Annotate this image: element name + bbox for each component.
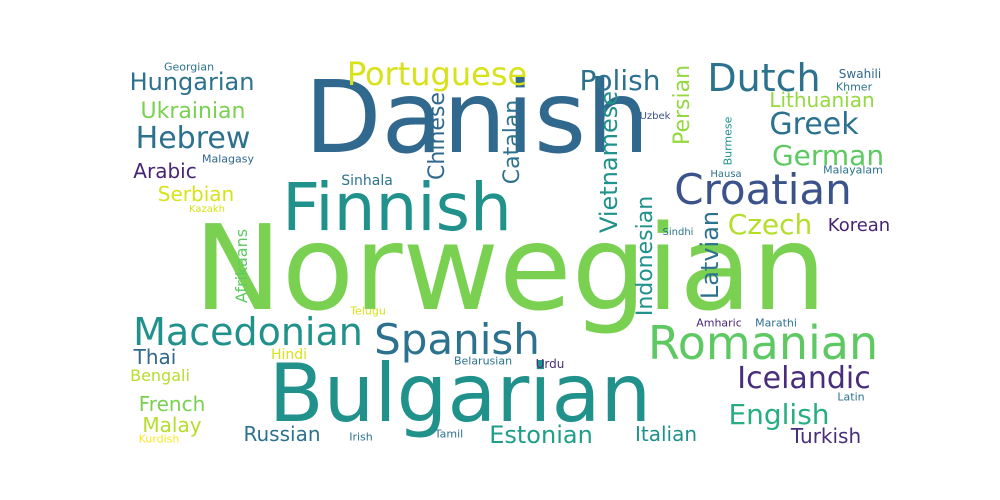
word-urdu: Urdu xyxy=(535,357,565,371)
word-korean: Korean xyxy=(827,215,891,236)
word-sindhi: Sindhi xyxy=(662,227,694,238)
word-persian: Persian xyxy=(670,64,695,146)
word-latvian: Latvian xyxy=(696,210,724,300)
word-macedonian: Macedonian xyxy=(133,310,363,354)
word-latin: Latin xyxy=(837,390,865,404)
word-swahili: Swahili xyxy=(838,67,882,81)
word-telugu: Telugu xyxy=(350,304,386,318)
word-hindi: Hindi xyxy=(270,347,308,363)
word-arabic: Arabic xyxy=(133,159,197,183)
word-georgian: Georgian xyxy=(163,60,215,74)
word-bengali: Bengali xyxy=(130,366,190,385)
word-malayalam: Malayalam xyxy=(823,163,883,177)
word-afrikaans: Afrikaans xyxy=(232,228,251,304)
word-marathi: Marathi xyxy=(755,316,797,330)
word-indonesian: Indonesian xyxy=(633,195,658,317)
word-dutch: Dutch xyxy=(707,56,821,100)
word-burmese: Burmese xyxy=(721,116,735,166)
word-kazakh: Kazakh xyxy=(188,204,226,215)
word-belarusian: Belarusian xyxy=(453,354,513,368)
word-romanian: Romanian xyxy=(647,316,879,370)
word-spanish: Spanish xyxy=(374,315,540,364)
word-kurdish: Kurdish xyxy=(138,432,180,446)
word-estonian: Estonian xyxy=(489,421,593,449)
word-vietnamese: Vietnamese xyxy=(595,90,623,234)
word-italian: Italian xyxy=(634,422,698,446)
word-danish: Danish xyxy=(304,59,650,176)
word-polish: Polish xyxy=(579,64,661,97)
word-turkish: Turkish xyxy=(790,424,862,448)
word-thai: Thai xyxy=(133,345,177,369)
word-khmer: Khmer xyxy=(835,80,873,94)
word-german: German xyxy=(771,139,885,172)
word-finnish: Finnish xyxy=(282,169,512,246)
word-norwegian: Norwegian xyxy=(193,199,827,337)
word-english: English xyxy=(728,398,830,431)
word-croatian: Croatian xyxy=(674,165,852,214)
word-ukrainian: Ukrainian xyxy=(140,99,246,124)
word-bulgarian: Bulgarian xyxy=(268,347,652,440)
word-chinese: Chinese xyxy=(425,92,450,180)
word-sinhala: Sinhala xyxy=(341,173,393,189)
word-hausa: Hausa xyxy=(710,169,742,180)
word-malagasy: Malagasy xyxy=(202,152,254,166)
word-hungarian: Hungarian xyxy=(129,68,255,96)
word-icelandic: Icelandic xyxy=(737,361,871,396)
word-hebrew: Hebrew xyxy=(135,121,251,156)
word-greek: Greek xyxy=(769,107,859,142)
word-french: French xyxy=(138,392,206,416)
word-portuguese: Portuguese xyxy=(346,55,528,93)
word-serbian: Serbian xyxy=(157,182,235,206)
word-catalan: Catalan xyxy=(500,99,525,185)
word-uzbek: Uzbek xyxy=(639,111,671,122)
word-russian: Russian xyxy=(243,422,321,446)
word-tamil: Tamil xyxy=(434,427,464,441)
word-lithuanian: Lithuanian xyxy=(769,88,875,112)
word-czech: Czech xyxy=(727,208,813,241)
word-malay: Malay xyxy=(142,413,202,437)
word-amharic: Amharic xyxy=(696,316,742,330)
word-irish: Irish xyxy=(349,430,373,444)
